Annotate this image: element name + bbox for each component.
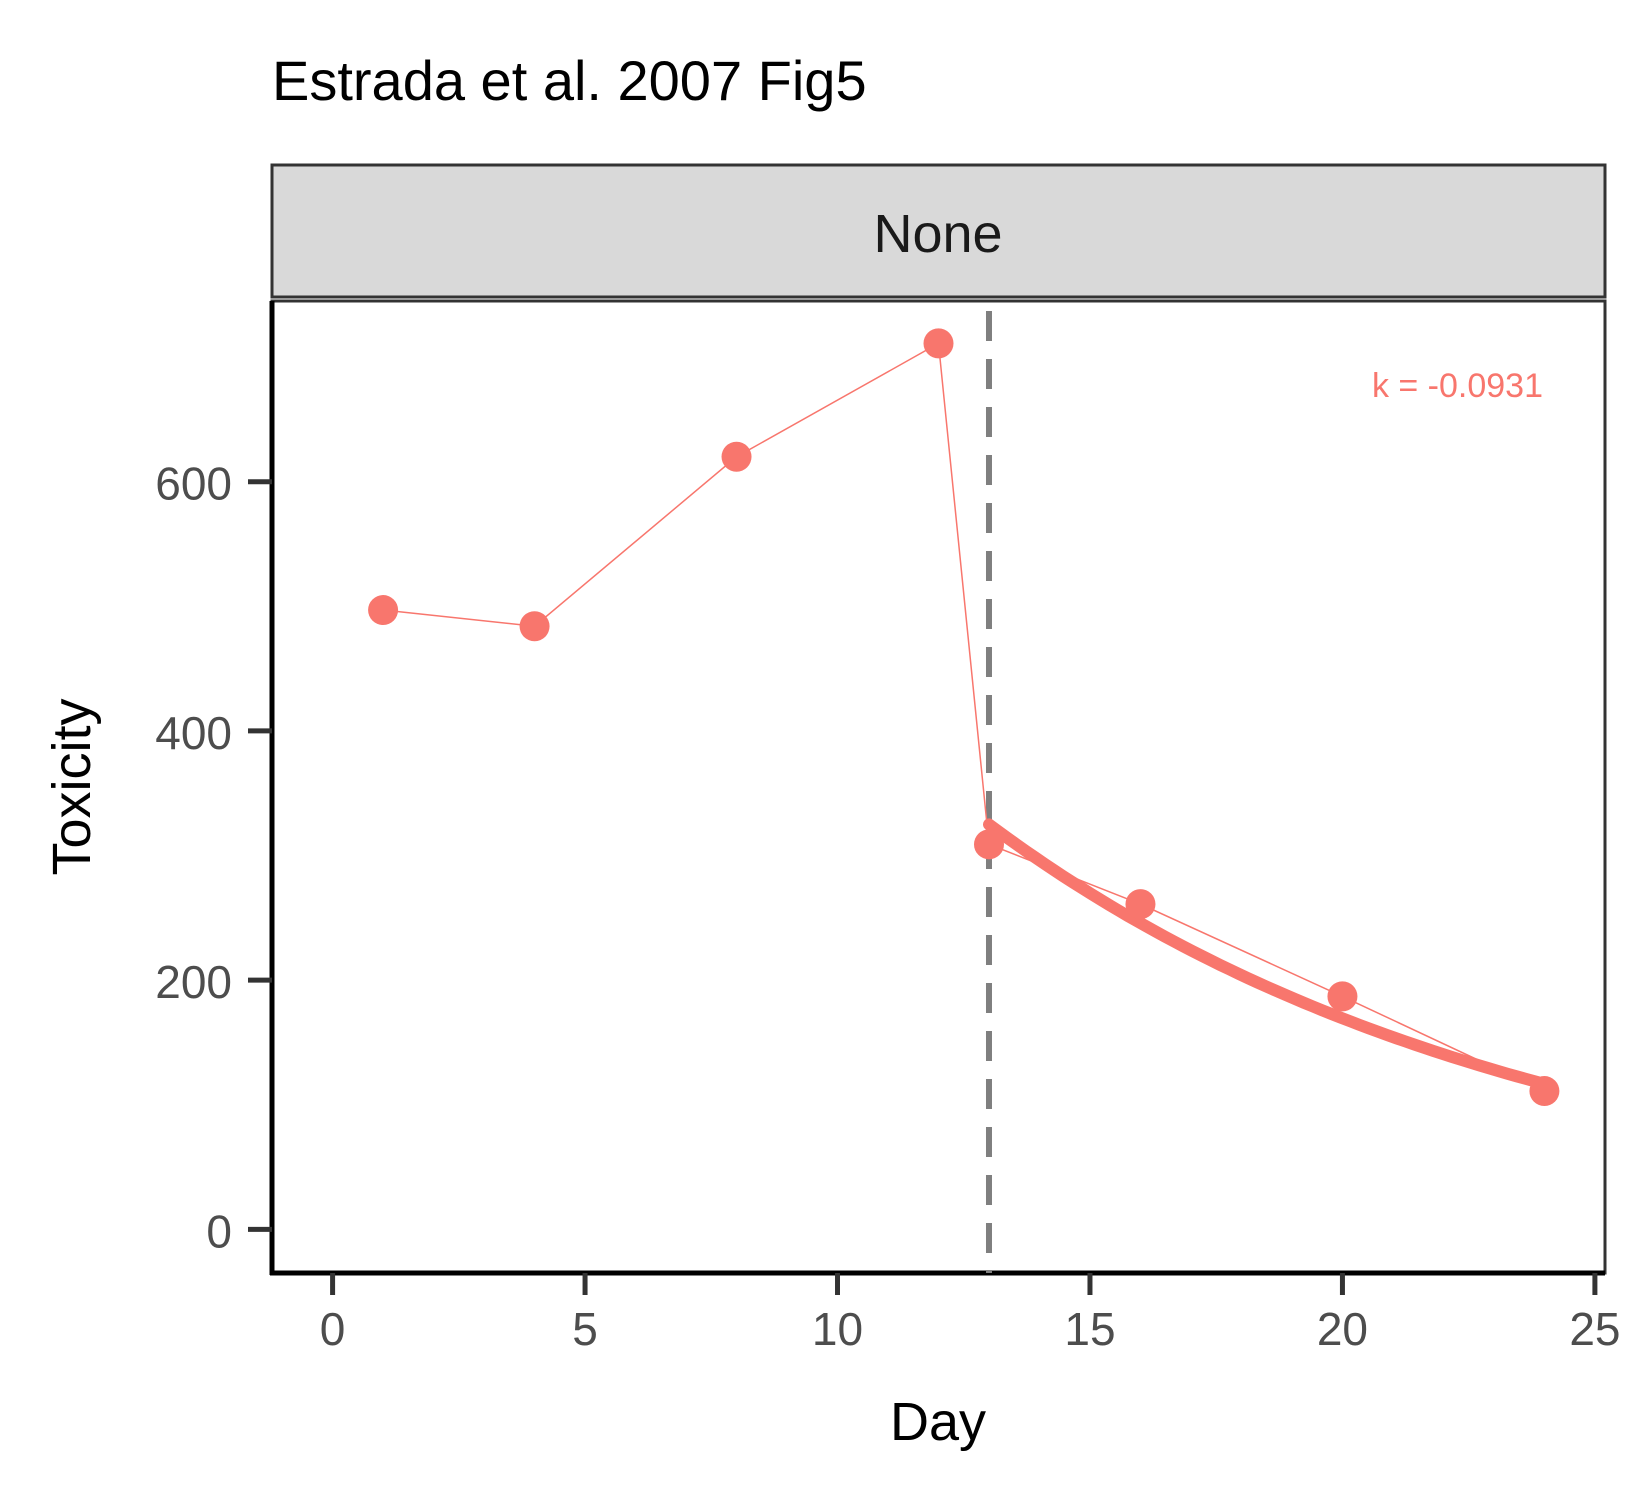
plot-panel: [269, 299, 1607, 1276]
data-point: [368, 595, 399, 626]
x-tick-label: 0: [320, 1303, 346, 1355]
facet-label: None: [873, 204, 1002, 264]
fit-curve: [983, 818, 1551, 1090]
data-point: [1125, 889, 1156, 920]
x-axis-ticks: 0 5 10 15 20 25: [320, 1273, 1620, 1355]
data-point: [721, 441, 752, 472]
y-axis-ticks: 0 200 400 600: [155, 458, 272, 1257]
x-tick-label: 20: [1317, 1303, 1368, 1355]
data-point: [519, 611, 550, 642]
data-point: [1327, 981, 1358, 1012]
series-line: [383, 342, 1545, 1092]
data-point: [923, 328, 954, 359]
x-tick-label: 10: [812, 1303, 863, 1355]
panel-border: [270, 299, 1607, 1275]
facet-strip: [270, 163, 1607, 299]
chart-title: Estrada et al. 2007 Fig5: [272, 49, 867, 112]
x-tick-label: 5: [572, 1303, 598, 1355]
data-point: [973, 829, 1004, 860]
y-tick-label: 400: [155, 707, 232, 759]
y-axis-label: Toxicity: [42, 698, 102, 875]
data-point: [1529, 1076, 1560, 1107]
x-tick-label: 15: [1064, 1303, 1115, 1355]
chart-marks: k = -0.0931: [368, 311, 1560, 1273]
x-axis-label: Day: [890, 1392, 986, 1452]
y-tick-label: 200: [155, 956, 232, 1008]
y-tick-label: 0: [206, 1205, 232, 1257]
y-tick-label: 600: [155, 458, 232, 510]
x-tick-label: 25: [1569, 1303, 1620, 1355]
k-annotation: k = -0.0931: [1372, 367, 1543, 405]
